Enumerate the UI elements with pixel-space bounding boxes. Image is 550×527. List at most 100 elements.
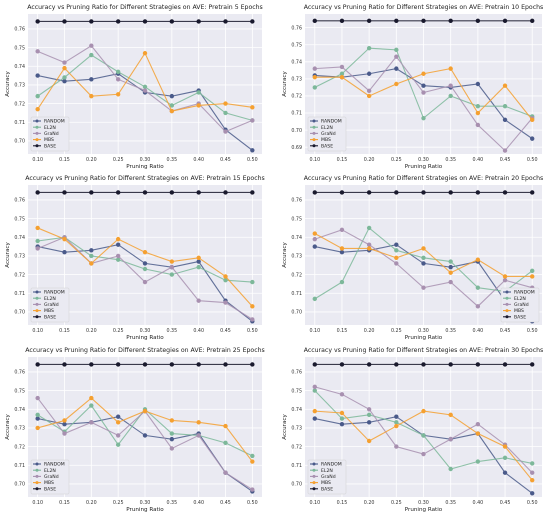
x-tick-label: 0.40 — [473, 500, 484, 506]
data-point-el2n — [89, 253, 94, 259]
data-point-base — [223, 362, 228, 367]
data-point-random — [115, 414, 121, 419]
legend-label: MBS — [321, 480, 331, 486]
data-point-random — [196, 259, 201, 264]
y-tick-label: 0.73 — [291, 254, 302, 260]
data-point-base — [35, 362, 40, 367]
data-point-base — [366, 190, 372, 195]
data-point-grand — [475, 422, 481, 427]
y-tick-label: 0.76 — [14, 27, 25, 33]
data-point-grand — [394, 261, 399, 266]
data-point-base — [196, 190, 201, 195]
x-tick-label: 0.20 — [364, 328, 375, 334]
data-point-grand — [366, 242, 372, 247]
data-point-el2n — [502, 455, 508, 460]
legend-label: GraNd — [44, 131, 59, 137]
chart-panel: 0.69 0.70 0.71 0.72 0.73 0.74 0.75 0.76 0.10 0.15… — [282, 4, 543, 170]
legend-marker — [35, 315, 39, 319]
y-tick-label: 0.72 — [291, 272, 302, 278]
legend-label: GraNd — [514, 302, 529, 308]
legend-label: RANDOM — [321, 462, 342, 468]
x-tick-label: 0.25 — [113, 328, 124, 334]
data-point-base — [89, 362, 94, 367]
y-tick-label: 0.76 — [291, 25, 302, 31]
data-point-el2n — [196, 264, 201, 270]
x-tick-label: 0.35 — [445, 328, 456, 334]
data-point-grand — [35, 246, 40, 251]
data-point-mbs — [115, 236, 121, 242]
data-point-el2n — [169, 103, 175, 108]
data-point-grand — [339, 227, 345, 233]
data-point-base — [35, 190, 40, 195]
data-point-grand — [312, 384, 317, 390]
data-point-mbs — [339, 246, 345, 251]
y-tick-label: 0.76 — [14, 198, 25, 204]
data-point-base — [115, 190, 121, 195]
data-point-grand — [475, 122, 481, 128]
y-tick-label: 0.71 — [291, 291, 302, 297]
legend-marker — [312, 487, 316, 491]
data-point-mbs — [89, 395, 94, 401]
data-point-random — [394, 414, 399, 419]
x-tick-label: 0.30 — [418, 500, 429, 506]
data-point-base — [169, 362, 175, 367]
chart-panel: 0.70 0.71 0.72 0.73 0.74 0.75 0.76 0.10 0.15 0.20… — [282, 175, 543, 341]
data-point-el2n — [223, 110, 228, 116]
data-point-grand — [250, 487, 255, 492]
data-point-base — [366, 362, 372, 367]
y-tick-label: 0.76 — [14, 370, 25, 376]
x-axis-label: Pruning Ratio — [126, 507, 164, 513]
data-point-el2n — [475, 103, 481, 109]
data-point-random — [35, 73, 40, 78]
y-tick-label: 0.74 — [291, 407, 302, 413]
data-point-el2n — [448, 259, 453, 264]
data-point-el2n — [339, 279, 345, 285]
data-point-random — [250, 148, 255, 153]
data-point-base — [339, 190, 345, 195]
data-point-mbs — [250, 304, 255, 309]
x-tick-label: 0.20 — [86, 500, 97, 506]
data-point-mbs — [223, 274, 228, 279]
data-point-grand — [223, 300, 228, 305]
data-point-mbs — [448, 66, 453, 71]
data-point-el2n — [339, 416, 345, 421]
data-point-base — [448, 18, 453, 24]
chart-title: Accuracy vs Pruning Ratio for Different … — [304, 175, 544, 182]
y-axis-label: Accuracy — [5, 242, 11, 268]
legend-marker — [505, 309, 509, 313]
data-point-grand — [312, 66, 317, 71]
legend-marker — [505, 296, 509, 300]
x-tick-label: 0.15 — [59, 157, 70, 163]
legend-label: RANDOM — [44, 119, 65, 125]
legend-marker — [312, 125, 316, 129]
x-tick-label: 0.15 — [59, 500, 70, 506]
data-point-el2n — [312, 388, 317, 393]
data-point-random — [502, 117, 508, 123]
data-point-grand — [196, 298, 201, 303]
data-point-mbs — [421, 71, 426, 76]
data-point-random — [394, 242, 399, 247]
data-point-grand — [89, 420, 94, 425]
x-tick-label: 0.50 — [527, 500, 538, 506]
legend-label: GraNd — [44, 302, 59, 308]
legend-marker — [312, 119, 316, 123]
data-point-mbs — [366, 438, 372, 444]
data-point-grand — [115, 433, 121, 438]
data-point-mbs — [169, 259, 175, 264]
data-point-el2n — [142, 84, 148, 90]
data-point-random — [394, 66, 399, 71]
x-tick-label: 0.10 — [309, 157, 320, 163]
legend-label: BASE — [321, 486, 333, 492]
data-point-base — [250, 362, 255, 367]
data-point-grand — [366, 407, 372, 412]
data-point-mbs — [421, 408, 426, 414]
legend-label: RANDOM — [321, 119, 342, 125]
x-tick-label: 0.50 — [247, 157, 258, 163]
legend-marker — [35, 131, 39, 135]
y-tick-label: 0.72 — [291, 444, 302, 450]
legend-label: BASE — [44, 486, 56, 492]
data-point-el2n — [89, 52, 94, 58]
x-tick-label: 0.35 — [445, 157, 456, 163]
legend-marker — [35, 119, 39, 123]
